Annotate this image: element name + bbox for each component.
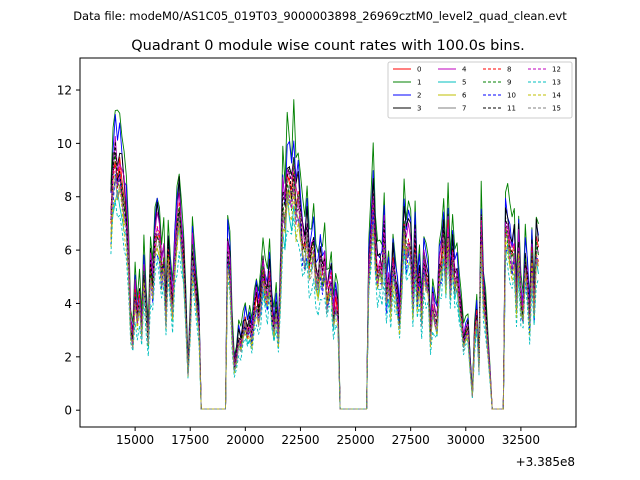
y-axis: 0 2 4 6 8 10 12 <box>57 84 80 418</box>
x-tick-label: 25000 <box>336 433 374 447</box>
y-tick-label: 6 <box>64 244 72 258</box>
series-line-4 <box>110 135 539 410</box>
x-tick-label: 27500 <box>392 433 430 447</box>
legend-label-8: 8 <box>507 66 511 74</box>
x-tick-label: 22500 <box>281 433 319 447</box>
legend-label-10: 10 <box>507 92 516 100</box>
legend-label-0: 0 <box>417 66 421 74</box>
legend-label-1: 1 <box>417 79 421 87</box>
legend-label-7: 7 <box>462 105 466 113</box>
legend-label-4: 4 <box>462 66 467 74</box>
legend-label-2: 2 <box>417 92 421 100</box>
x-axis-offset-label: +3.385e8 <box>516 455 575 469</box>
legend-label-12: 12 <box>552 66 561 74</box>
x-tick-label: 20000 <box>226 433 264 447</box>
plot-frame <box>79 57 577 428</box>
series-line-10 <box>110 172 539 410</box>
legend-label-11: 11 <box>507 105 516 113</box>
series-line-15 <box>110 174 539 410</box>
legend-label-14: 14 <box>552 92 561 100</box>
x-tick-label: 32500 <box>502 433 540 447</box>
x-tick-label: 30000 <box>447 433 485 447</box>
legend-label-5: 5 <box>462 79 466 87</box>
series-line-12 <box>110 167 539 410</box>
series-line-7 <box>110 178 539 410</box>
chart-title: Quadrant 0 module wise count rates with … <box>131 38 525 54</box>
y-tick-label: 0 <box>64 404 72 418</box>
y-tick-label: 4 <box>64 297 72 311</box>
legend-label-15: 15 <box>552 105 561 113</box>
y-tick-label: 2 <box>64 350 72 364</box>
y-tick-label: 8 <box>64 190 72 204</box>
series-line-1 <box>110 99 539 410</box>
series-line-6 <box>110 174 539 410</box>
x-axis: 15000 17500 20000 22500 25000 27500 30000 32500 <box>116 427 540 447</box>
legend-label-3: 3 <box>417 105 421 113</box>
x-tick-label: 17500 <box>171 433 209 447</box>
legend-label-13: 13 <box>552 79 561 87</box>
legend-frame <box>387 61 573 119</box>
legend-label-6: 6 <box>462 92 467 100</box>
legend-label-9: 9 <box>507 79 511 87</box>
figure-suptitle: Data file: modeM0/AS1C05_019T03_90000038… <box>73 9 567 23</box>
y-tick-label: 10 <box>57 137 72 151</box>
series-layer <box>110 99 539 410</box>
x-tick-label: 15000 <box>116 433 154 447</box>
series-line-14 <box>110 185 539 410</box>
y-tick-label: 12 <box>57 84 72 98</box>
series-line-13 <box>110 200 539 410</box>
